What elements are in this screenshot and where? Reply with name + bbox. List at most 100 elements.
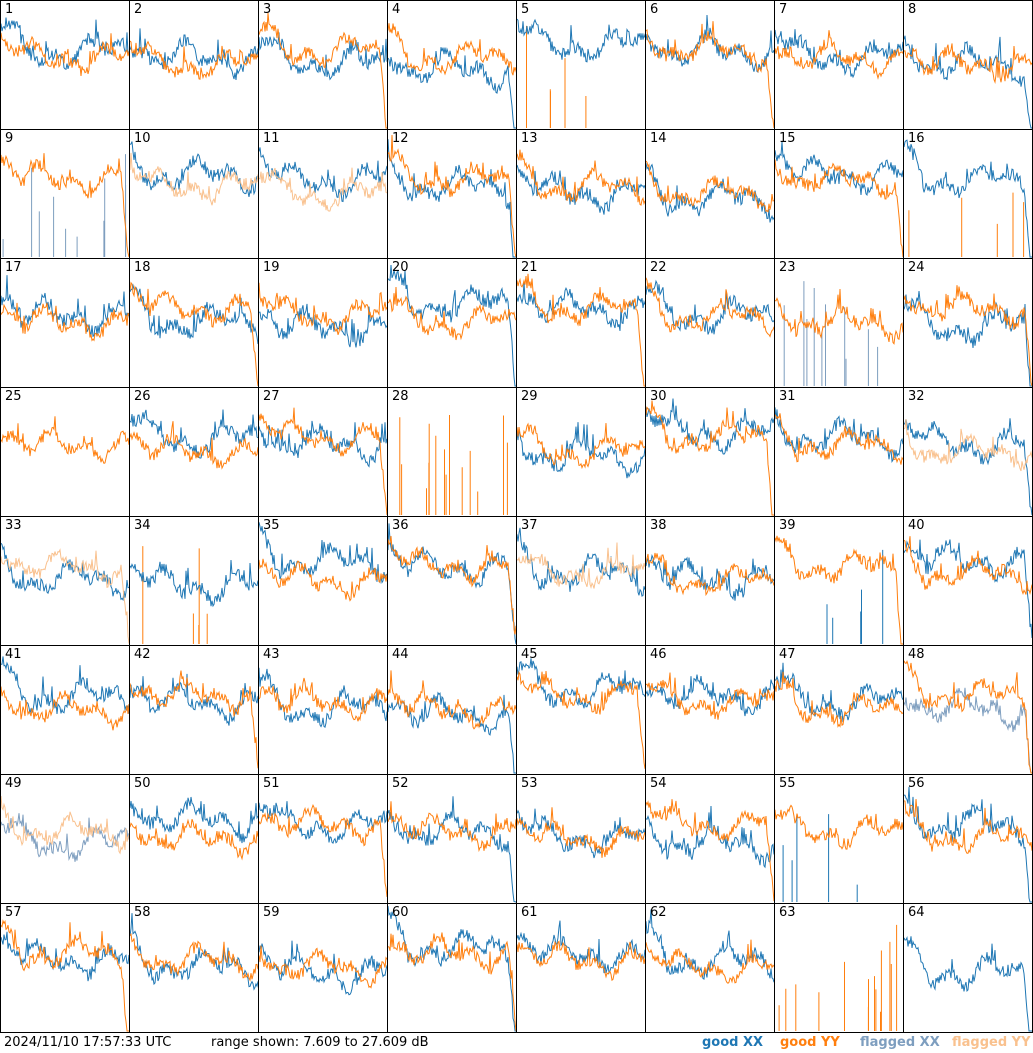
antenna-panel-57: 57 — [1, 904, 130, 1033]
series-xx-line — [517, 527, 645, 597]
spectrum-plot — [646, 799, 774, 902]
antenna-panel-43: 43 — [259, 646, 388, 775]
series-yy-line — [130, 281, 258, 387]
antenna-number: 21 — [521, 260, 538, 275]
series-spikes — [526, 25, 587, 128]
antenna-number: 4 — [392, 2, 401, 17]
antenna-panel-19: 19 — [259, 259, 388, 388]
antenna-number: 50 — [134, 776, 151, 791]
antenna-panel-39: 39 — [775, 517, 904, 646]
antenna-number: 25 — [5, 389, 22, 404]
spectrum-plot — [388, 523, 516, 645]
series-xx-line — [259, 667, 387, 729]
antenna-panel-36: 36 — [388, 517, 517, 646]
series-xx-line — [259, 940, 387, 996]
series-xx-line — [388, 796, 516, 903]
spectrum-plot — [904, 418, 1032, 516]
antenna-panel-6: 6 — [646, 1, 775, 130]
antenna-number: 54 — [650, 776, 667, 791]
series-yy-line — [130, 421, 258, 470]
spectrum-plot — [904, 536, 1032, 639]
antenna-panel-32: 32 — [904, 388, 1033, 517]
series-spikes — [399, 415, 508, 515]
series-xx-line — [517, 658, 645, 709]
spectrum-plot — [517, 18, 645, 128]
spectrum-plot — [904, 139, 1032, 258]
spectrum-plot — [775, 662, 903, 728]
series-yy-line — [775, 159, 903, 258]
spectrum-plot — [904, 786, 1032, 903]
antenna-number: 52 — [392, 776, 409, 791]
antenna-panel-3: 3 — [259, 1, 388, 130]
antenna-panel-64: 64 — [904, 904, 1033, 1033]
antenna-number: 44 — [392, 647, 409, 662]
series-yy-line — [646, 799, 774, 902]
series-xx-line — [646, 553, 774, 601]
antenna-number: 37 — [521, 518, 538, 533]
series-xx-line — [775, 29, 903, 79]
antenna-number: 6 — [650, 2, 659, 17]
series-xx-line — [259, 522, 387, 584]
series-yy-line — [517, 422, 645, 470]
spectrum-plot — [775, 281, 903, 386]
antenna-panel-10: 10 — [130, 130, 259, 259]
series-yy-line — [646, 277, 774, 338]
antenna-number: 24 — [908, 260, 925, 275]
spectrum-plot — [388, 134, 516, 258]
series-xx-line — [130, 28, 258, 80]
series-yy-line — [646, 672, 774, 720]
antenna-number: 7 — [779, 2, 788, 17]
series-xx-line — [259, 32, 387, 81]
antenna-panel-15: 15 — [775, 130, 904, 259]
antenna-number: 5 — [521, 2, 530, 17]
series-yy-line — [388, 932, 516, 1032]
spectrum-plot — [904, 35, 1032, 129]
antenna-panel-49: 49 — [1, 775, 130, 904]
series-xx-line — [904, 687, 1032, 774]
antenna-number: 9 — [5, 131, 14, 146]
spectrum-plot — [517, 273, 645, 387]
series-xx-line — [904, 290, 1032, 387]
antenna-number: 41 — [5, 647, 22, 662]
spectrum-plot — [130, 409, 258, 470]
antenna-number: 28 — [392, 389, 409, 404]
series-yy-line — [904, 285, 1032, 387]
series-xx-line — [130, 283, 258, 345]
spectrum-plot — [517, 527, 645, 597]
series-yy-line — [517, 807, 645, 858]
antenna-panel-5: 5 — [517, 1, 646, 130]
antenna-number: 31 — [779, 389, 796, 404]
antenna-number: 17 — [5, 260, 22, 275]
series-yy-line — [259, 407, 387, 516]
series-yy-line — [1, 548, 129, 644]
antenna-panel-45: 45 — [517, 646, 646, 775]
spectrum-plot — [130, 670, 258, 769]
spectrum-plot — [259, 801, 387, 897]
antenna-number: 18 — [134, 260, 151, 275]
antenna-number: 56 — [908, 776, 925, 791]
antenna-panel-47: 47 — [775, 646, 904, 775]
antenna-number: 15 — [779, 131, 796, 146]
spectrum-plot — [646, 160, 774, 223]
antenna-number: 13 — [521, 131, 538, 146]
antenna-number: 58 — [134, 905, 151, 920]
series-xx-line — [904, 936, 1032, 1032]
series-xx-line — [904, 139, 1032, 258]
series-xx-line — [1, 17, 129, 71]
spectrum-plot — [130, 913, 258, 991]
antenna-panel-17: 17 — [1, 259, 130, 388]
spectrum-plot — [399, 415, 508, 515]
antenna-number: 22 — [650, 260, 667, 275]
spectrum-plot — [1, 795, 129, 862]
spectrum-plot — [646, 398, 774, 516]
antenna-panel-60: 60 — [388, 904, 517, 1033]
spectrum-plot — [1, 153, 129, 258]
series-spikes — [778, 924, 898, 1031]
spectrum-plot — [1, 416, 129, 464]
antenna-number: 10 — [134, 131, 151, 146]
antenna-number: 26 — [134, 389, 151, 404]
antenna-number: 27 — [263, 389, 280, 404]
legend-good-yy: good YY — [780, 1035, 840, 1050]
antenna-panel-2: 2 — [130, 1, 259, 130]
antenna-panel-28: 28 — [388, 388, 517, 517]
